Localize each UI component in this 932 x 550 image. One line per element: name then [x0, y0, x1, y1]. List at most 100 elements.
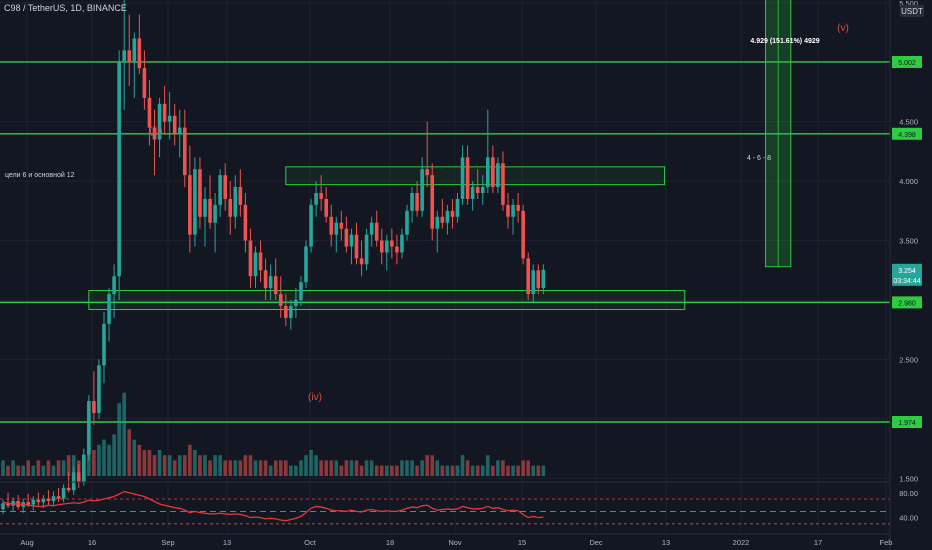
candle[interactable] — [177, 109, 182, 158]
candle[interactable] — [112, 264, 116, 318]
candle[interactable] — [223, 163, 227, 211]
candle[interactable] — [273, 258, 278, 301]
candle[interactable] — [354, 222, 359, 265]
candle[interactable] — [521, 204, 525, 265]
candle[interactable] — [152, 109, 157, 176]
candle[interactable] — [248, 228, 253, 289]
candle[interactable] — [349, 228, 354, 265]
candle[interactable] — [147, 80, 152, 146]
candle[interactable] — [435, 210, 440, 253]
candle[interactable] — [299, 276, 303, 306]
candle[interactable] — [390, 228, 394, 259]
consolidation-zones[interactable] — [88, 166, 686, 311]
candle[interactable] — [122, 0, 126, 110]
candle[interactable] — [465, 145, 470, 205]
candle[interactable] — [238, 169, 243, 217]
candle[interactable] — [188, 145, 192, 253]
candle[interactable] — [486, 109, 490, 193]
candle[interactable] — [137, 14, 142, 75]
candle[interactable] — [107, 288, 111, 342]
candle[interactable] — [263, 258, 268, 301]
candle[interactable] — [304, 240, 308, 289]
candle[interactable] — [324, 187, 328, 223]
candle[interactable] — [430, 163, 435, 241]
candle[interactable] — [405, 204, 409, 241]
candle[interactable] — [213, 192, 217, 253]
candle[interactable] — [344, 216, 349, 253]
candle[interactable] — [491, 145, 495, 193]
candle[interactable] — [203, 187, 207, 247]
currency-badge[interactable]: USDT — [901, 7, 923, 16]
candle[interactable] — [359, 240, 364, 277]
candle[interactable] — [496, 157, 500, 193]
candle[interactable] — [87, 395, 91, 461]
support-resistance-levels[interactable] — [0, 0, 890, 423]
zone-rect[interactable] — [285, 166, 666, 186]
candle[interactable] — [445, 204, 450, 235]
candle[interactable] — [258, 240, 263, 283]
candle[interactable] — [425, 121, 429, 188]
candle[interactable] — [127, 14, 132, 86]
candle[interactable] — [117, 50, 121, 301]
candle[interactable] — [400, 228, 404, 259]
candle[interactable] — [440, 198, 445, 229]
candle[interactable] — [193, 157, 197, 247]
candle[interactable] — [172, 103, 177, 146]
candle[interactable] — [319, 175, 323, 211]
candle[interactable] — [309, 198, 313, 253]
candle[interactable] — [364, 228, 369, 271]
candle[interactable] — [76, 464, 81, 488]
candle[interactable] — [516, 192, 520, 223]
candle[interactable] — [526, 252, 530, 301]
candle[interactable] — [233, 175, 238, 229]
candle[interactable] — [31, 496, 36, 511]
candle[interactable] — [97, 359, 101, 419]
candle[interactable] — [82, 448, 86, 486]
candle[interactable] — [16, 495, 20, 510]
candle[interactable] — [475, 169, 480, 199]
candle[interactable] — [379, 228, 384, 265]
candle[interactable] — [420, 157, 424, 217]
candle[interactable] — [6, 492, 10, 509]
candle[interactable] — [541, 264, 546, 295]
candle[interactable] — [278, 276, 283, 318]
candle[interactable] — [501, 151, 505, 211]
candle[interactable] — [536, 264, 541, 295]
candle[interactable] — [339, 210, 344, 241]
candle[interactable] — [92, 371, 96, 425]
candle[interactable] — [395, 234, 399, 265]
candle[interactable] — [51, 491, 56, 506]
candle[interactable] — [132, 32, 137, 98]
candle[interactable] — [531, 264, 536, 303]
candle[interactable] — [455, 192, 460, 223]
candle[interactable] — [71, 466, 76, 496]
candle[interactable] — [314, 181, 318, 217]
candle[interactable] — [253, 246, 258, 289]
candle[interactable] — [480, 175, 485, 205]
candle[interactable] — [294, 288, 298, 318]
candle[interactable] — [415, 181, 419, 217]
candle[interactable] — [460, 145, 465, 205]
candle[interactable] — [410, 187, 414, 223]
candle[interactable] — [506, 192, 510, 229]
candle[interactable] — [369, 216, 374, 247]
candle[interactable] — [198, 157, 202, 229]
candle[interactable] — [21, 498, 25, 513]
candle[interactable] — [334, 216, 339, 253]
candle[interactable] — [385, 234, 389, 271]
candle[interactable] — [56, 487, 61, 503]
candle[interactable] — [374, 210, 379, 247]
candle[interactable] — [470, 181, 475, 211]
candles[interactable] — [1, 0, 546, 515]
candle[interactable] — [183, 109, 187, 188]
candle[interactable] — [329, 204, 334, 247]
candle[interactable] — [218, 169, 222, 217]
candle[interactable] — [450, 198, 455, 229]
candle[interactable] — [142, 50, 147, 110]
candle[interactable] — [268, 264, 273, 301]
candle[interactable] — [61, 484, 66, 503]
candle[interactable] — [46, 490, 51, 505]
candle[interactable] — [243, 192, 248, 253]
candle[interactable] — [208, 175, 212, 229]
